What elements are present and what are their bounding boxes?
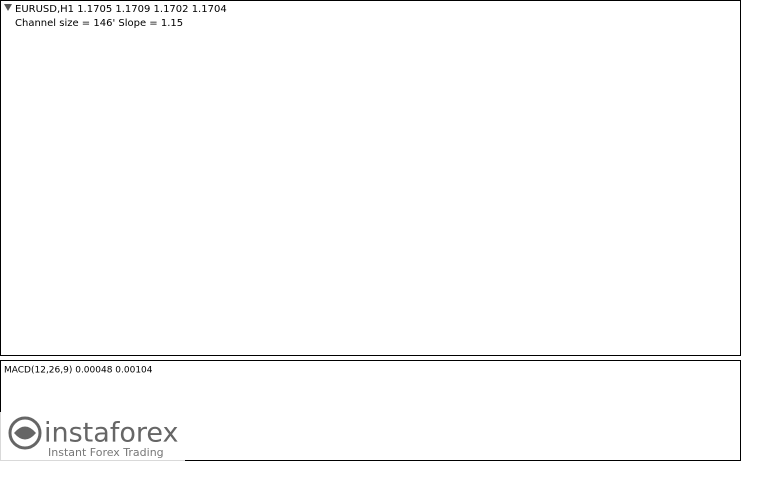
macd-title: MACD(12,26,9) 0.00048 0.00104 bbox=[4, 366, 153, 376]
chart-subtitle: Channel size = 146' Slope = 1.15 bbox=[15, 18, 183, 29]
logo-icon bbox=[8, 416, 42, 450]
logo-name: instaforex bbox=[44, 418, 178, 449]
chart-title: EURUSD,H1 1.1705 1.1709 1.1702 1.1704 bbox=[15, 4, 227, 15]
logo-tagline: Instant Forex Trading bbox=[48, 446, 164, 459]
logo: instaforex Instant Forex Trading bbox=[0, 412, 185, 462]
macd-frame bbox=[0, 360, 741, 461]
header-icon bbox=[4, 4, 12, 11]
logo-icon-inner bbox=[14, 426, 36, 440]
price-frame bbox=[0, 0, 741, 356]
